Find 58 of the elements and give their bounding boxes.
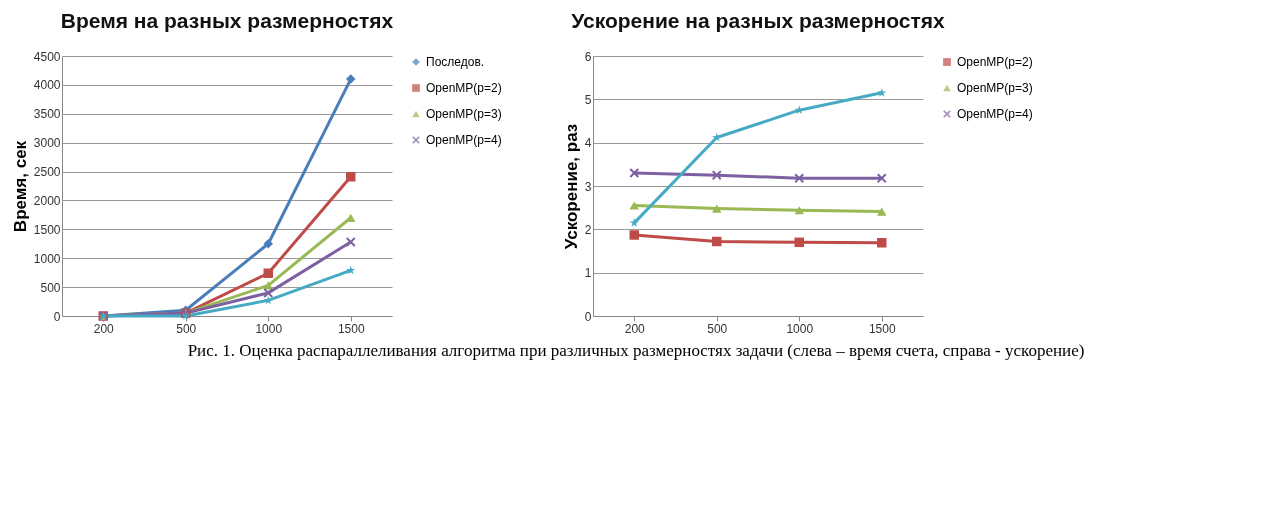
x-tick-label: 200 (93, 321, 115, 336)
y-tick-label: 3000 (33, 136, 61, 151)
point (629, 230, 639, 240)
point (629, 201, 639, 210)
x-tick-label: 1000 (255, 321, 283, 336)
x-tick-label: 500 (176, 321, 197, 336)
x-tick-label: 1500 (337, 321, 365, 336)
point (346, 237, 356, 247)
point (263, 268, 273, 278)
y-tick-label: 4000 (33, 78, 61, 93)
y-tick-label: 2500 (33, 165, 61, 180)
point (877, 207, 887, 216)
y-tick-label: 3500 (33, 107, 61, 122)
x-tick-label: 1500 (868, 321, 896, 336)
legend-label: OpenMP(p=2) (957, 55, 1033, 69)
point (712, 236, 722, 247)
point (346, 265, 356, 275)
point (877, 238, 887, 248)
point (877, 173, 887, 183)
y-tick-label: 500 (40, 280, 61, 295)
y-tick-label: 1500 (33, 222, 61, 237)
chart-title: Ускорение на разных размерностях (571, 9, 946, 32)
y-tick-label: 4500 (33, 49, 61, 64)
legend-label: OpenMP(p=4) (426, 133, 502, 147)
x-tick-label: 1000 (786, 321, 814, 336)
y-tick-label: 6 (584, 49, 592, 64)
legend-label: OpenMP(p=4) (957, 107, 1033, 121)
y-tick-label: 4 (584, 136, 592, 151)
legend-label: Последов. (426, 55, 485, 69)
point (629, 168, 639, 178)
point (346, 74, 356, 84)
point (263, 239, 273, 249)
point (877, 88, 887, 97)
chart-title: Время на разных размерностях (60, 9, 394, 32)
x-tick-label: 500 (707, 321, 728, 336)
point (629, 218, 639, 227)
legend-label: OpenMP(p=3) (426, 107, 502, 121)
point (794, 206, 804, 215)
legend-label: OpenMP(p=3) (957, 81, 1033, 95)
point (346, 172, 356, 182)
y-tick-label: 2 (584, 222, 592, 237)
x-tick-label: 200 (624, 321, 646, 336)
y-axis-title: Время, сек (10, 140, 30, 233)
y-tick-label: 1000 (33, 251, 61, 266)
point (712, 204, 722, 213)
y-tick-label: 2000 (33, 193, 61, 208)
y-axis-title: Ускорение, раз (561, 123, 581, 250)
text: Рис. 1. Оценка распараллеливания алгоритма при различных размерностях задачи (слева – время счета, справа - ускорение) (186, 341, 1086, 361)
point (794, 237, 804, 248)
point (794, 173, 804, 183)
point (712, 170, 722, 180)
y-tick-label: 0 (53, 309, 61, 324)
y-tick-label: 5 (584, 92, 592, 107)
y-tick-label: 3 (584, 179, 592, 194)
legend-label: OpenMP(p=2) (426, 81, 502, 95)
y-tick-label: 0 (584, 309, 592, 324)
y-tick-label: 1 (584, 266, 592, 281)
point (263, 288, 273, 298)
